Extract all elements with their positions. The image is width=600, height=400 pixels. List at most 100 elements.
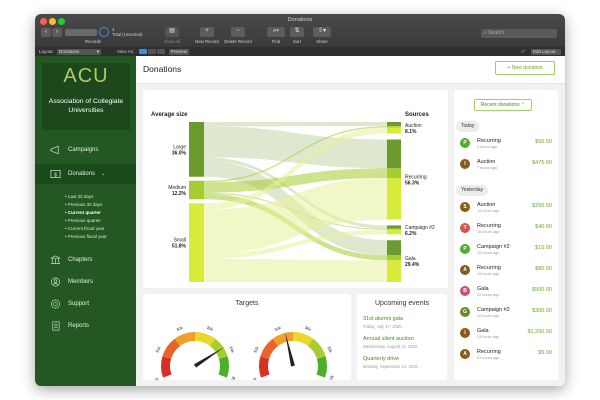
events-title: Upcoming events bbox=[374, 300, 430, 307]
list-item[interactable]: I Auction 7 hours ago $475.00 bbox=[460, 156, 552, 174]
minimize-window-button[interactable] bbox=[49, 18, 56, 25]
sort-button[interactable]: ⇅ bbox=[290, 27, 304, 37]
sankey-node-medium[interactable] bbox=[189, 180, 204, 200]
event-title[interactable]: Quarterly drive bbox=[363, 356, 400, 362]
sankey-link bbox=[204, 157, 387, 229]
period-last-30-days[interactable]: • Last 30 days bbox=[65, 194, 93, 199]
delete-record-button[interactable]: − bbox=[231, 27, 245, 37]
search-input[interactable]: ⌕ Search bbox=[481, 29, 557, 38]
target-gauge: $0 $2k $4k $6k $8k $10k bbox=[252, 325, 335, 380]
gauge-tick-label: $2k bbox=[252, 346, 259, 354]
edit-layout-label: Edit Layout bbox=[533, 48, 556, 54]
right-title: Sources bbox=[405, 112, 429, 118]
sankey-link bbox=[204, 126, 387, 169]
delete-record-label: Delete Record bbox=[224, 39, 252, 44]
period-label: Previous fiscal year bbox=[67, 234, 107, 239]
record-count-pie bbox=[99, 27, 109, 37]
event-title[interactable]: Annual silent auction bbox=[363, 336, 414, 342]
chevron-down-icon: ▾ bbox=[96, 48, 99, 54]
share-button[interactable]: ⇧▾ bbox=[313, 27, 331, 37]
sidebar-item-support[interactable]: Support bbox=[35, 294, 136, 314]
list-item[interactable]: S Auction 15 hours ago $250.00 bbox=[460, 199, 552, 217]
events-card: Upcoming events 31st alumni gala Friday,… bbox=[357, 294, 447, 380]
sidebar-item-donations[interactable]: $ Donations ⌄ bbox=[35, 164, 136, 184]
sankey-link bbox=[204, 168, 387, 193]
find-button[interactable]: ⌕▾ bbox=[267, 27, 285, 37]
period-previous-fiscal-year[interactable]: • Previous fiscal year bbox=[65, 234, 107, 239]
period-previous-quarter[interactable]: • Previous quarter bbox=[65, 218, 101, 223]
avatar: T bbox=[460, 223, 470, 233]
sidebar-item-label: Support bbox=[68, 301, 90, 307]
next-record-button[interactable]: › bbox=[52, 28, 62, 37]
layout-select[interactable]: Donations ▾ bbox=[57, 48, 101, 55]
new-record-button[interactable]: + bbox=[200, 27, 214, 37]
list-item[interactable]: I Gala 23 hours ago $1,200.00 bbox=[460, 325, 552, 343]
list-item[interactable]: G Campaign #2 22 hours ago $300.00 bbox=[460, 304, 552, 322]
period-previous-30-days[interactable]: • Previous 30 days bbox=[65, 202, 102, 207]
list-item[interactable]: A Recurring 19 hours ago $80.00 bbox=[460, 262, 552, 280]
period-label: Current fiscal year bbox=[67, 226, 105, 231]
sankey-node-segment bbox=[387, 168, 401, 179]
table-view-icon[interactable] bbox=[157, 49, 165, 54]
period-current-fiscal-year[interactable]: • Current fiscal year bbox=[65, 226, 104, 231]
list-item[interactable]: B Gala 22 hours ago $500.00 bbox=[460, 283, 552, 301]
sankey-node-large[interactable] bbox=[189, 122, 204, 177]
sidebar-item-chapters[interactable]: Chapters bbox=[35, 250, 136, 270]
sidebar-item-members[interactable]: Members bbox=[35, 272, 136, 292]
previous-record-button[interactable]: ‹ bbox=[41, 28, 51, 37]
avatar: P bbox=[460, 138, 470, 148]
sankey-source-value: 6.2% bbox=[405, 231, 417, 237]
gauge-band bbox=[161, 356, 172, 378]
aa-icon[interactable]: A° bbox=[521, 49, 526, 54]
gauge-band bbox=[174, 332, 195, 346]
donation-source: Campaign #2 bbox=[477, 244, 510, 250]
sankey-link bbox=[204, 126, 387, 183]
donation-amount: $5.00 bbox=[538, 350, 552, 356]
sidebar-item-campaigns[interactable]: Campaigns bbox=[35, 140, 136, 160]
close-window-button[interactable] bbox=[40, 18, 47, 25]
avatar: I bbox=[460, 328, 470, 338]
list-view-icon[interactable] bbox=[148, 49, 156, 54]
gauge-tick-label: $1k bbox=[154, 346, 161, 354]
sankey-node-segment bbox=[387, 228, 401, 230]
bullet-icon: • bbox=[65, 202, 68, 207]
donation-time: 23 hours ago bbox=[477, 335, 500, 339]
list-item[interactable]: A Recurring 23 hours ago $5.00 bbox=[460, 346, 552, 364]
list-item[interactable]: T Recurring 16 hours ago $40.00 bbox=[460, 220, 552, 238]
zoom-window-button[interactable] bbox=[58, 18, 65, 25]
page-header: Donations + New donation bbox=[136, 56, 565, 84]
sankey-source-value: 29.4% bbox=[405, 262, 420, 268]
sankey-link bbox=[204, 229, 387, 259]
period-current-quarter[interactable]: • Current quarter bbox=[65, 210, 101, 215]
building-icon bbox=[50, 255, 61, 265]
gauge-tick-label: $0 bbox=[252, 376, 258, 380]
list-item[interactable]: P Campaign #2 19 hours ago $15.00 bbox=[460, 241, 552, 259]
record-slider[interactable] bbox=[65, 29, 97, 36]
bullet-icon: • bbox=[65, 194, 68, 199]
sankey-node-segment bbox=[387, 139, 401, 169]
sankey-node-segment bbox=[387, 229, 401, 235]
event-title[interactable]: 31st alumni gala bbox=[363, 316, 404, 322]
sankey-node-small[interactable] bbox=[189, 203, 204, 282]
sankey-node-segment bbox=[387, 126, 401, 128]
layout-bar: Layout: Donations ▾ View As: Preview A° E… bbox=[35, 47, 565, 56]
logo-mark: ACU bbox=[63, 65, 109, 87]
list-item[interactable]: P Recurring 4 hours ago $50.00 bbox=[460, 135, 552, 153]
preview-button[interactable]: Preview bbox=[169, 48, 189, 55]
sidebar-item-reports[interactable]: Reports bbox=[35, 316, 136, 336]
show-all-button[interactable]: ▤ bbox=[165, 27, 179, 37]
donation-source: Recurring bbox=[477, 138, 501, 144]
edit-layout-button[interactable]: Edit Layout bbox=[531, 48, 561, 55]
event-date: Monday, September 21, 2020 bbox=[363, 364, 418, 369]
org-name: Association of Collegiate Universities bbox=[48, 98, 124, 114]
new-donation-button[interactable]: + New donation bbox=[495, 61, 555, 75]
form-view-icon[interactable] bbox=[139, 49, 147, 54]
donation-amount: $50.00 bbox=[535, 139, 552, 145]
targets-card: Targets $0 $1k $2k $3k $4k $5k $0 $2k $4k $6k $8k $… bbox=[143, 294, 351, 380]
megaphone-icon bbox=[50, 145, 59, 155]
bullet-icon: • bbox=[65, 226, 68, 231]
report-icon bbox=[52, 321, 60, 331]
recent-donations-select[interactable]: Recent donations ⌃ bbox=[474, 99, 532, 111]
